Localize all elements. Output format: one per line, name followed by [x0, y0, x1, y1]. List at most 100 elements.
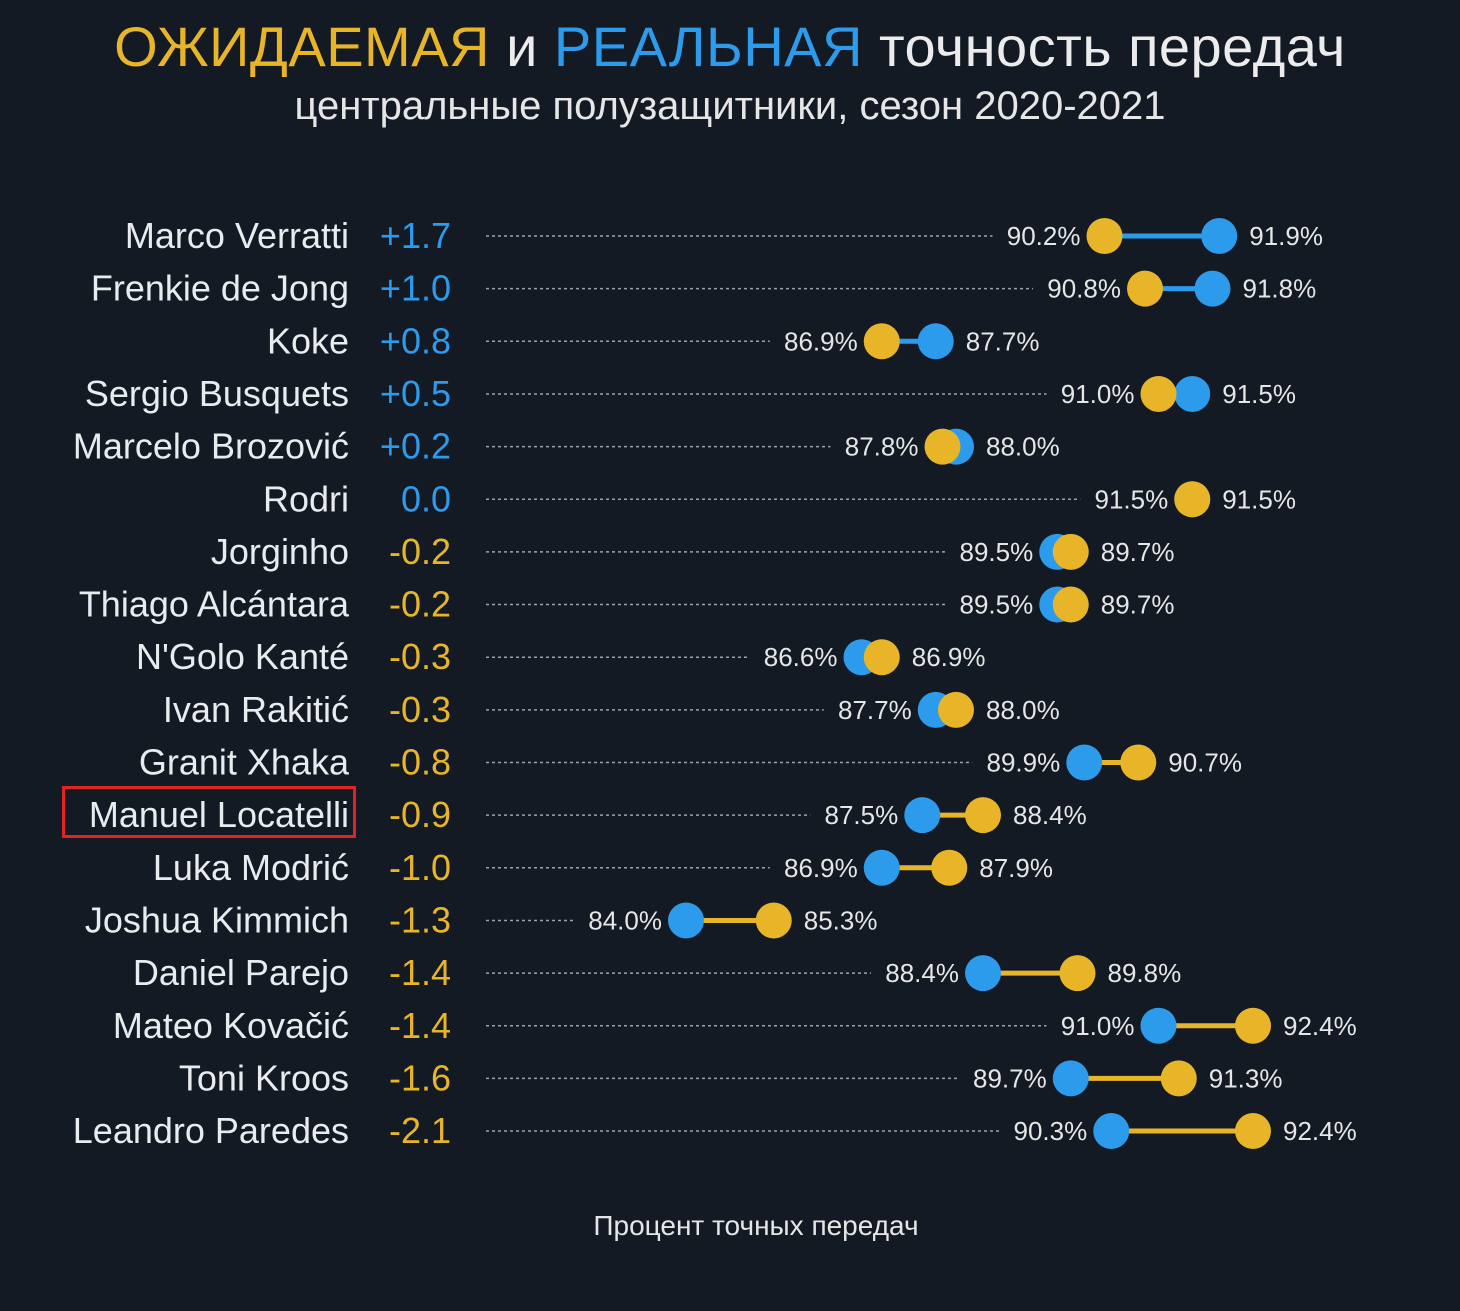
- real-dot: [1066, 744, 1103, 781]
- expected-dot: [965, 797, 1001, 834]
- value-label-left: 86.9%: [784, 853, 858, 883]
- expected-dot: [863, 639, 900, 676]
- value-label-right: 90.7%: [1168, 748, 1242, 778]
- expected-dot: [1052, 533, 1089, 570]
- value-label-right: 86.9%: [912, 642, 986, 672]
- value-label-left: 89.9%: [987, 748, 1061, 778]
- expected-dot: [863, 323, 900, 360]
- chart-title: ОЖИДАЕМАЯ и РЕАЛЬНАЯ точность передач: [0, 14, 1460, 79]
- difference-label: -1.4: [389, 952, 451, 993]
- expected-dot: [1174, 481, 1211, 518]
- value-label-right: 91.3%: [1209, 1063, 1283, 1093]
- value-label-left: 87.7%: [838, 695, 912, 725]
- difference-label: -0.3: [389, 636, 451, 677]
- real-dot: [1052, 1060, 1089, 1097]
- difference-label: -0.2: [389, 531, 451, 572]
- expected-dot: [1086, 218, 1123, 254]
- expected-dot: [1120, 744, 1157, 781]
- expected-dot: [931, 849, 968, 886]
- player-name: Joshua Kimmich: [85, 899, 349, 940]
- player-name: Jorginho: [211, 531, 349, 572]
- difference-label: -0.9: [389, 794, 451, 835]
- title-rest: точность передач: [879, 15, 1346, 78]
- value-label-right: 92.4%: [1283, 1011, 1357, 1041]
- value-label-right: 92.4%: [1283, 1116, 1357, 1146]
- expected-dot: [1160, 1060, 1197, 1097]
- difference-label: -2.1: [389, 1110, 451, 1151]
- value-label-right: 89.7%: [1101, 590, 1175, 620]
- expected-dot: [1235, 1007, 1271, 1044]
- value-label-right: 89.8%: [1108, 958, 1182, 988]
- value-label-right: 87.7%: [966, 326, 1040, 356]
- value-label-left: 91.0%: [1061, 1011, 1135, 1041]
- player-name: Marcelo Brozović: [73, 426, 349, 467]
- chart-subtitle: центральные полузащитники, сезон 2020-20…: [294, 84, 1166, 128]
- value-label-right: 91.5%: [1222, 379, 1296, 409]
- difference-label: -0.3: [389, 689, 451, 730]
- highlight-box: [62, 786, 356, 838]
- difference-label: -1.6: [389, 1057, 451, 1098]
- player-name: Marco Verratti: [125, 215, 349, 256]
- value-label-right: 88.0%: [986, 432, 1060, 462]
- value-label-left: 91.5%: [1095, 484, 1169, 514]
- expected-dot: [938, 691, 974, 728]
- value-label-right: 85.3%: [804, 905, 878, 935]
- value-label-left: 90.8%: [1047, 274, 1121, 304]
- value-label-right: 88.0%: [986, 695, 1060, 725]
- value-label-left: 91.0%: [1061, 379, 1135, 409]
- title-real-word: РЕАЛЬНАЯ: [553, 15, 863, 78]
- difference-label: -1.3: [389, 899, 451, 940]
- value-label-left: 84.0%: [588, 905, 662, 935]
- player-name: Toni Kroos: [179, 1057, 349, 1098]
- expected-dot: [1140, 375, 1177, 412]
- value-label-right: 89.7%: [1101, 537, 1175, 567]
- value-label-left: 90.3%: [1014, 1116, 1088, 1146]
- title-expected-word: ОЖИДАЕМАЯ: [114, 15, 490, 78]
- difference-label: -0.2: [389, 584, 451, 625]
- real-dot: [917, 323, 954, 360]
- value-label-right: 91.8%: [1243, 274, 1317, 304]
- difference-label: +0.5: [380, 373, 451, 414]
- difference-label: 0.0: [401, 478, 451, 519]
- value-label-left: 87.8%: [845, 432, 919, 462]
- player-name: Granit Xhaka: [139, 742, 350, 783]
- player-name: Leandro Paredes: [73, 1110, 349, 1151]
- value-label-left: 86.9%: [784, 326, 858, 356]
- value-label-right: 91.9%: [1249, 221, 1323, 251]
- expected-dot: [1235, 1113, 1271, 1150]
- real-dot: [1140, 1007, 1177, 1044]
- player-name: N'Golo Kanté: [136, 636, 349, 677]
- player-name: Rodri: [263, 478, 349, 519]
- difference-label: +0.8: [380, 320, 451, 361]
- difference-label: +1.7: [380, 215, 451, 256]
- real-dot: [1093, 1113, 1130, 1150]
- expected-dot: [1059, 955, 1096, 992]
- value-label-left: 89.5%: [960, 590, 1034, 620]
- value-label-right: 88.4%: [1013, 800, 1087, 830]
- real-dot: [1194, 270, 1231, 307]
- value-label-left: 88.4%: [885, 958, 959, 988]
- value-label-left: 86.6%: [764, 642, 838, 672]
- real-dot: [668, 902, 704, 939]
- value-label-right: 91.5%: [1222, 484, 1296, 514]
- value-label-left: 89.5%: [960, 537, 1034, 567]
- expected-dot: [1052, 586, 1089, 623]
- title-and-word: и: [506, 15, 538, 78]
- player-name: Thiago Alcántara: [79, 584, 350, 625]
- player-name: Daniel Parejo: [133, 952, 349, 993]
- difference-label: -0.8: [389, 742, 451, 783]
- real-dot: [1174, 375, 1211, 412]
- real-dot: [1201, 218, 1238, 254]
- x-axis-label: Процент точных передач: [593, 1210, 919, 1241]
- value-label-right: 87.9%: [979, 853, 1053, 883]
- difference-label: -1.4: [389, 1005, 451, 1046]
- real-dot: [965, 955, 1001, 992]
- value-label-left: 90.2%: [1007, 221, 1081, 251]
- player-name: Ivan Rakitić: [163, 689, 349, 730]
- player-name: Frenkie de Jong: [91, 268, 349, 309]
- value-label-left: 87.5%: [825, 800, 899, 830]
- value-label-left: 89.7%: [973, 1063, 1047, 1093]
- expected-dot: [755, 902, 792, 939]
- player-name: Mateo Kovačić: [113, 1005, 349, 1046]
